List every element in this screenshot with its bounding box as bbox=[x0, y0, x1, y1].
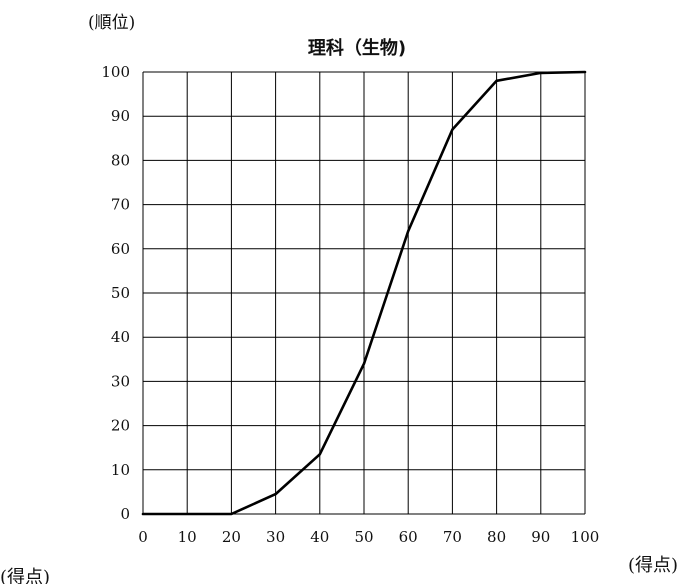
x-tick-label-1: 10 bbox=[178, 528, 197, 546]
x-tick-label-10: 100 bbox=[571, 528, 600, 546]
chart-title: 理科（生物) bbox=[308, 37, 406, 59]
y-tick-label-9: 90 bbox=[111, 107, 130, 125]
y-axis-label: (順位) bbox=[88, 13, 135, 33]
series-line-0 bbox=[141, 70, 587, 516]
x-tick-label-7: 70 bbox=[443, 528, 462, 546]
x-tick-label-3: 30 bbox=[266, 528, 285, 546]
y-tick-label-3: 30 bbox=[111, 372, 130, 390]
x-axis-label-right: (得点) bbox=[628, 555, 678, 576]
x-tick-label-2: 20 bbox=[222, 528, 241, 546]
x-tick-label-0: 0 bbox=[138, 528, 148, 546]
y-tick-label-6: 60 bbox=[111, 240, 130, 258]
y-tick-label-2: 20 bbox=[111, 417, 130, 435]
y-tick-label-0: 0 bbox=[120, 505, 130, 523]
series bbox=[141, 70, 587, 516]
y-tick-label-8: 80 bbox=[111, 151, 130, 169]
x-tick-label-5: 50 bbox=[354, 528, 373, 546]
x-tick-label-4: 40 bbox=[310, 528, 329, 546]
x-axis-label-left: (得点) bbox=[0, 567, 50, 584]
y-tick-label-4: 40 bbox=[111, 328, 130, 346]
x-tick-label-8: 80 bbox=[487, 528, 506, 546]
y-tick-label-5: 50 bbox=[111, 284, 130, 302]
tick-labels: 0 10 20 30 40 50 60 70 80 90 100 0 10 20 30 40 50 60 70 80 9… bbox=[101, 63, 599, 546]
x-tick-label-9: 90 bbox=[531, 528, 550, 546]
y-tick-label-7: 70 bbox=[111, 196, 130, 214]
y-tick-label-10: 100 bbox=[101, 63, 130, 81]
y-tick-label-1: 10 bbox=[111, 461, 130, 479]
x-tick-label-6: 60 bbox=[399, 528, 418, 546]
